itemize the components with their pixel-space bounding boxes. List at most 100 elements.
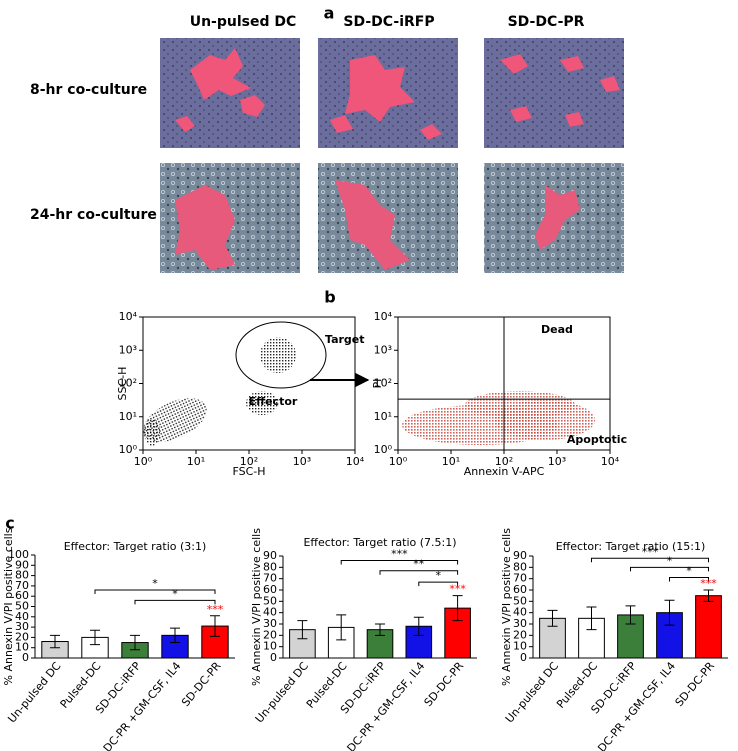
y-axis-label: PI	[371, 379, 384, 389]
y-tick-label: 0	[270, 651, 277, 664]
y-tick-label: 10²	[119, 377, 137, 390]
y-tick-label: 60	[513, 583, 527, 596]
significance-label: **	[413, 558, 425, 571]
significance-label: *	[435, 569, 441, 582]
y-tick-label: 0	[22, 651, 29, 664]
significance-bracket	[591, 557, 709, 563]
y-tick-label: 70	[513, 572, 527, 585]
y-tick-label: 10⁴	[374, 310, 393, 323]
x-tick-label: 10³	[293, 455, 311, 468]
point-cloud	[260, 337, 296, 373]
y-tick-label: 50	[513, 594, 527, 607]
point-cloud	[144, 418, 160, 446]
y-tick-label: 0	[520, 651, 527, 664]
error-bar	[452, 595, 463, 622]
y-axis-label: SSC-H	[116, 367, 129, 401]
column-header: Un-pulsed DC	[190, 14, 297, 30]
y-tick-label: 30	[263, 617, 277, 630]
y-tick-label: 10¹	[119, 410, 137, 423]
x-axis-label: Annexin V-APC	[464, 465, 545, 478]
y-tick-label: 40	[15, 610, 29, 623]
significance-label: *	[686, 565, 692, 578]
y-tick-label: 90	[513, 549, 527, 562]
column-header: SD-DC-PR	[508, 14, 585, 30]
error-bar	[375, 623, 385, 636]
y-tick-label: 80	[15, 569, 29, 582]
y-tick-label: 100	[8, 548, 29, 561]
y-tick-label: 50	[15, 600, 29, 613]
y-tick-label: 80	[263, 560, 277, 573]
y-tick-label: 10⁰	[119, 443, 138, 456]
x-tick-label: 10³	[548, 455, 566, 468]
chart-title: Effector: Target ratio (3:1)	[64, 540, 207, 553]
error-bar	[170, 627, 180, 644]
y-tick-label: 10³	[119, 343, 137, 356]
point-cloud	[495, 400, 595, 440]
x-tick-label: DC-PR +GM-CSF, IL4	[101, 660, 184, 751]
panel-label: a	[324, 4, 335, 23]
annotation: Dead	[541, 323, 573, 336]
y-tick-label: 60	[15, 589, 29, 602]
x-tick-label: 10⁴	[601, 455, 620, 468]
micrographs	[160, 38, 624, 273]
x-tick-label: 10⁰	[389, 455, 408, 468]
y-tick-label: 10²	[374, 377, 392, 390]
error-bar	[413, 616, 424, 636]
x-tick-label: SD-DC-PR	[179, 659, 224, 709]
y-tick-label: 10	[513, 640, 527, 653]
error-bar	[90, 629, 100, 646]
y-tick-label: 20	[15, 630, 29, 643]
x-tick-label: 10¹	[442, 455, 460, 468]
significance-label: ***	[207, 603, 224, 616]
y-tick-label: 90	[263, 549, 277, 562]
y-tick-label: 40	[263, 606, 277, 619]
column-header: SD-DC-iRFP	[343, 14, 434, 30]
significance-bracket	[630, 566, 709, 572]
error-bar	[336, 614, 347, 641]
significance-label: *	[667, 554, 673, 567]
y-tick-label: 90	[15, 558, 29, 571]
chart-title: Effector: Target ratio (15:1)	[556, 540, 706, 553]
y-tick-label: 10⁴	[119, 310, 138, 323]
y-tick-label: 20	[263, 628, 277, 641]
x-axis-label: FSC-H	[232, 465, 265, 478]
significance-bracket	[340, 560, 459, 565]
y-tick-label: 10	[263, 640, 277, 653]
gate	[235, 321, 327, 389]
bar	[444, 607, 471, 659]
panel-label: c	[5, 514, 14, 533]
y-tick-label: 40	[513, 606, 527, 619]
significance-bracket	[418, 581, 459, 587]
y-axis-label: % Annexin V/PI positive cells	[250, 528, 263, 686]
row-header: 24-hr co-culture	[30, 207, 157, 223]
error-bar	[50, 634, 60, 649]
error-bar	[625, 605, 636, 625]
annotation: Target	[325, 333, 365, 346]
bar	[695, 595, 722, 659]
x-tick-label: 10²	[495, 455, 513, 468]
annotation: Apoptotic	[567, 433, 627, 446]
annotation: Effector	[249, 395, 298, 408]
error-bar	[130, 634, 140, 651]
significance-label: ***	[642, 545, 659, 558]
significance-bracket	[669, 577, 709, 582]
y-axis-label: % Annexin V/PI positive cells	[500, 528, 513, 686]
x-tick-label: 10¹	[187, 455, 205, 468]
error-bar	[586, 606, 597, 631]
chart-title: Effector: Target ratio (7.5:1)	[303, 536, 456, 549]
significance-label: *	[152, 577, 158, 590]
x-tick-label: 10⁰	[134, 455, 153, 468]
y-tick-label: 10³	[374, 343, 392, 356]
row-header: 8-hr co-culture	[30, 82, 147, 98]
error-bar	[664, 599, 675, 626]
y-tick-label: 30	[513, 617, 527, 630]
error-bar	[210, 615, 220, 637]
y-tick-label: 10	[15, 641, 29, 654]
y-tick-label: 50	[263, 594, 277, 607]
y-tick-label: 60	[263, 583, 277, 596]
y-axis-label: % Annexin V/PI positive cells	[2, 527, 15, 685]
y-tick-label: 10¹	[374, 410, 392, 423]
point-cloud	[246, 391, 278, 415]
significance-bracket	[379, 570, 459, 575]
